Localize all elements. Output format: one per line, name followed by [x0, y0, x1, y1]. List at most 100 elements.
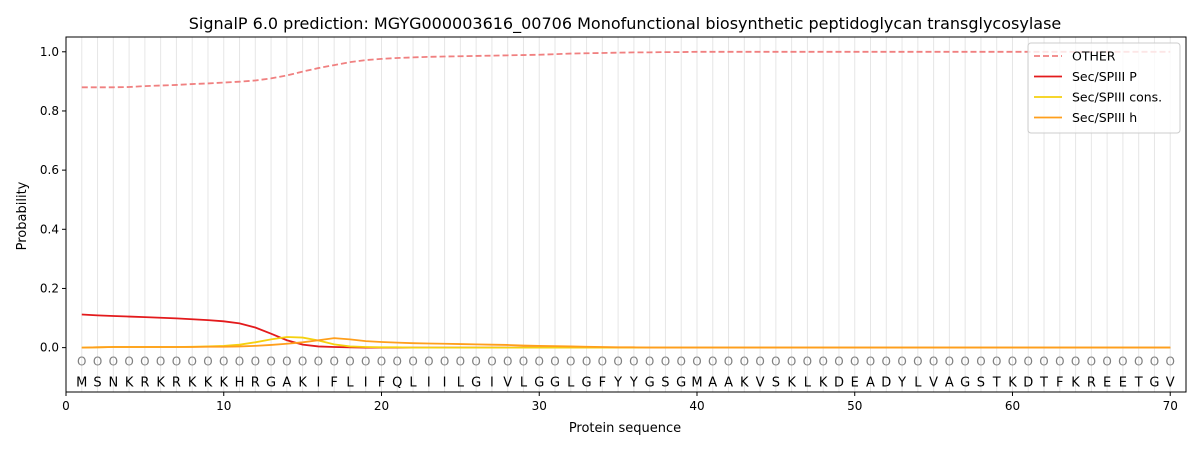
series-lines: [81, 50, 1171, 349]
region-label: O: [771, 354, 780, 368]
residue-label: G: [550, 376, 560, 391]
residue-label: I: [443, 376, 447, 391]
residue-label: M: [76, 376, 87, 391]
region-label: O: [755, 354, 764, 368]
legend-box: [1027, 42, 1181, 134]
residue-label: S: [93, 376, 101, 391]
y-axis-label: Probability: [15, 181, 30, 250]
y-tick-label: 1.0: [40, 45, 59, 59]
legend-label: OTHER: [1072, 49, 1116, 64]
x-tick-label: 40: [689, 399, 704, 413]
residue-label: R: [172, 376, 181, 391]
region-label: O: [724, 354, 733, 368]
residue-label: A: [945, 376, 954, 391]
axis-ticks: 0 10 20 30 40 50 60 70 0.0 0.2 0.4 0.6 0.8 1.0: [40, 45, 1178, 413]
residue-label: Y: [897, 376, 906, 391]
region-label: O: [377, 354, 386, 368]
region-label: O: [913, 354, 922, 368]
residue-label: V: [929, 376, 938, 391]
plot-frame: [65, 36, 1187, 393]
region-label: O: [692, 354, 701, 368]
residue-label: G: [471, 376, 481, 391]
region-label: O: [1165, 354, 1174, 368]
region-label: O: [661, 354, 670, 368]
residue-label: K: [204, 376, 213, 391]
region-label: O: [1071, 354, 1080, 368]
region-label: O: [314, 354, 323, 368]
region-label: O: [550, 354, 559, 368]
region-label: O: [487, 354, 496, 368]
residue-label: K: [298, 376, 307, 391]
residue-label: G: [676, 376, 686, 391]
region-label: O: [1134, 354, 1143, 368]
region-label: O: [803, 354, 812, 368]
region-label: O: [156, 354, 165, 368]
region-label: O: [140, 354, 149, 368]
y-tick-label: 0.6: [40, 163, 59, 177]
legend-label: Sec/SPIII h: [1072, 110, 1137, 125]
residue-label: R: [1087, 376, 1096, 391]
region-label: O: [1024, 354, 1033, 368]
residue-label: Q: [392, 376, 402, 391]
region-label: O: [976, 354, 985, 368]
region-label: O: [960, 354, 969, 368]
x-tick-label: 10: [216, 399, 231, 413]
residue-label: T: [992, 376, 1001, 391]
residue-label: V: [756, 376, 765, 391]
residue-label: K: [188, 376, 197, 391]
region-label: O: [1008, 354, 1017, 368]
residue-label: I: [427, 376, 431, 391]
residue-label: G: [645, 376, 655, 391]
residue-label: L: [804, 376, 812, 391]
x-tick-label: 30: [532, 399, 547, 413]
residue-label: K: [156, 376, 165, 391]
region-label: O: [93, 354, 102, 368]
region-label: O: [629, 354, 638, 368]
residue-label: I: [490, 376, 494, 391]
region-label: O: [77, 354, 86, 368]
y-tick-label: 0.2: [40, 281, 59, 295]
residue-label: L: [346, 376, 354, 391]
region-label: O: [219, 354, 228, 368]
chart-title: SignalP 6.0 prediction: MGYG000003616_00…: [189, 14, 1062, 34]
region-label: O: [582, 354, 591, 368]
residue-label: G: [534, 376, 544, 391]
sequence-labels: OMOSONOKOROKOROKOKOKOHOROGOAOKOIOFOLOIOF…: [76, 354, 1175, 390]
region-label: O: [613, 354, 622, 368]
residue-label: L: [409, 376, 417, 391]
residue-label: K: [740, 376, 749, 391]
residue-label: G: [1149, 376, 1159, 391]
region-label: O: [471, 354, 480, 368]
region-label: O: [566, 354, 575, 368]
residue-label: M: [691, 376, 702, 391]
region-label: O: [1039, 354, 1048, 368]
x-tick-label: 70: [1163, 399, 1178, 413]
residue-label: V: [503, 376, 512, 391]
residue-label: E: [851, 376, 859, 391]
region-label: O: [203, 354, 212, 368]
residue-label: K: [787, 376, 796, 391]
region-label: O: [645, 354, 654, 368]
residue-label: N: [108, 376, 118, 391]
region-label: O: [440, 354, 449, 368]
residue-label: G: [266, 376, 276, 391]
region-label: O: [708, 354, 717, 368]
residue-label: K: [819, 376, 828, 391]
grid-lines: [81, 37, 1171, 392]
region-label: O: [298, 354, 307, 368]
residue-label: K: [219, 376, 228, 391]
region-label: O: [456, 354, 465, 368]
residue-label: I: [364, 376, 368, 391]
residue-label: K: [1008, 376, 1017, 391]
residue-label: E: [1119, 376, 1127, 391]
region-label: O: [535, 354, 544, 368]
residue-label: S: [772, 376, 780, 391]
region-label: O: [866, 354, 875, 368]
region-label: O: [109, 354, 118, 368]
region-label: O: [787, 354, 796, 368]
residue-label: K: [125, 376, 134, 391]
region-label: O: [235, 354, 244, 368]
residue-label: F: [378, 376, 385, 391]
